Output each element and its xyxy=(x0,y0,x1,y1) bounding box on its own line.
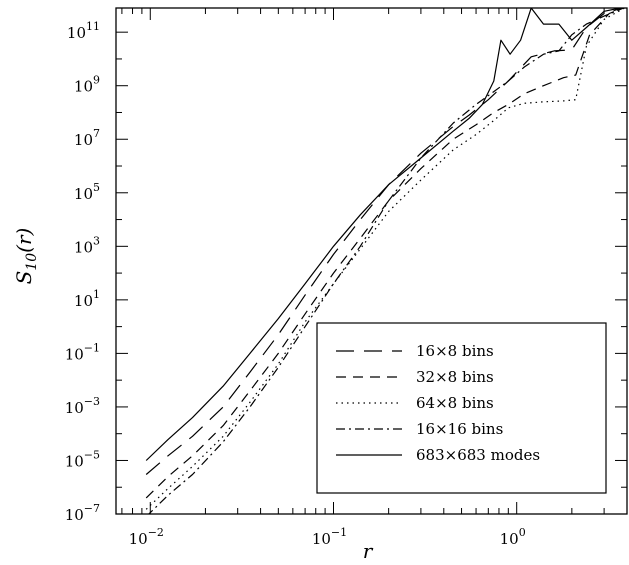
series-line-4 xyxy=(148,8,626,514)
y-tick-label: 101 xyxy=(74,288,100,310)
plot-frame xyxy=(115,7,628,515)
tick-labels: 10−2 10−1 100 10−7 10−5 10−3 10−1 101 103 105 107 1… xyxy=(65,20,526,548)
y-tick-label: 109 xyxy=(74,74,100,96)
series-layer xyxy=(145,8,626,514)
y-tick-label: 10−3 xyxy=(65,395,100,417)
y-axis-label-main: S xyxy=(12,271,36,285)
legend-label: 16×16 bins xyxy=(416,420,503,438)
y-axis-label-subscript: 10 xyxy=(24,253,40,271)
series-line-3 xyxy=(145,8,626,510)
x-tick-label: 10−2 xyxy=(129,526,164,548)
y-tick-label: 105 xyxy=(74,181,100,203)
legend-label: 64×8 bins xyxy=(416,394,494,412)
y-axis-label: S10(r) xyxy=(12,228,40,285)
series-line-5 xyxy=(145,8,624,461)
y-tick-label: 10−5 xyxy=(65,448,100,470)
y-tick-label: 1011 xyxy=(67,20,100,42)
y-axis-label-tail: (r) xyxy=(12,228,36,253)
series-line-2 xyxy=(145,8,626,499)
y-tick-label: 10−1 xyxy=(65,341,100,363)
y-tick-label: 10−7 xyxy=(65,502,100,524)
legend-label: 16×8 bins xyxy=(416,342,494,360)
ticks-layer xyxy=(116,8,628,515)
x-axis-label: r xyxy=(363,539,374,563)
legend-label: 32×8 bins xyxy=(416,368,494,386)
x-tick-label: 10−1 xyxy=(312,526,347,548)
legend-label: 683×683 modes xyxy=(416,446,540,464)
y-tick-label: 103 xyxy=(74,234,100,256)
x-tick-label: 100 xyxy=(500,526,526,548)
y-tick-label: 107 xyxy=(74,127,100,149)
legend: 16×8 bins 32×8 bins 64×8 bins 16×16 bins 683… xyxy=(316,322,607,494)
series-line-1 xyxy=(145,8,625,475)
